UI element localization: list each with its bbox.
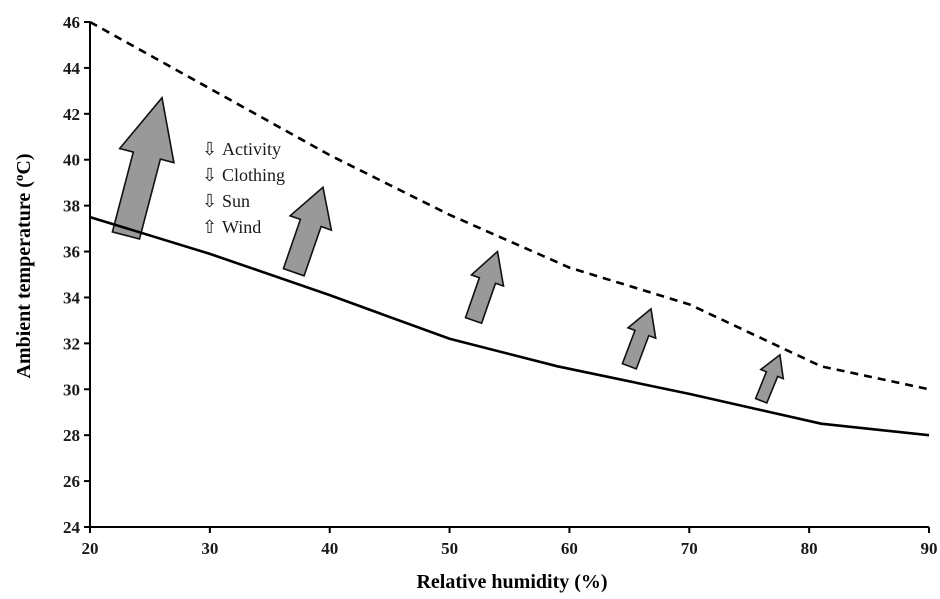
ticks: 20 30 40 50 60 70 80 90 24 26 28 30 32 34 36 38 40 42 44 46: [63, 13, 938, 558]
y-axis-title: Ambient temperature (oC): [11, 154, 35, 379]
solid-lower-line: [89, 215, 930, 437]
up-arrow-2: [282, 185, 333, 277]
x-tick-label: 20: [82, 539, 99, 558]
x-tick-label: 40: [321, 539, 338, 558]
y-axis-title-main: Ambient temperature (: [13, 181, 35, 379]
x-tick-label: 60: [561, 539, 578, 558]
y-tick-label: 44: [63, 59, 81, 78]
annotation-label: Wind: [222, 217, 261, 237]
dashed-upper-line: [89, 20, 930, 391]
y-tick-label: 46: [63, 13, 80, 32]
annotation-label: Sun: [222, 191, 250, 211]
arrows-layer: [111, 95, 785, 405]
x-tick-label: 80: [801, 539, 818, 558]
x-axis-title: Relative humidity (%): [416, 571, 607, 593]
y-tick-label: 42: [63, 105, 80, 124]
y-tick-label: 40: [63, 151, 80, 170]
annotation-label: Activity: [222, 139, 281, 159]
up-arrow-5: [754, 353, 785, 405]
y-tick-label: 36: [63, 243, 80, 262]
annotation-arrow-icon: ⇩: [202, 165, 217, 185]
lines-layer: [89, 20, 930, 437]
y-axis-title-end: C): [13, 154, 35, 175]
annotation-arrow-icon: ⇧: [202, 217, 217, 237]
y-tick-label: 26: [63, 472, 80, 491]
x-tick-label: 70: [681, 539, 698, 558]
axes: [89, 22, 929, 528]
annotation-arrow-icon: ⇩: [202, 191, 217, 211]
x-tick-label: 90: [921, 539, 938, 558]
y-axis-title-sup: o: [11, 175, 26, 182]
y-tick-label: 38: [63, 197, 80, 216]
y-tick-label: 24: [63, 518, 81, 537]
up-arrow-3: [464, 249, 505, 325]
y-tick-label: 28: [63, 426, 80, 445]
annotation-arrow-icon: ⇩: [202, 139, 217, 159]
y-tick-label: 34: [63, 288, 81, 307]
x-tick-label: 30: [201, 539, 218, 558]
up-arrow-1: [111, 95, 175, 240]
y-tick-label: 32: [63, 334, 80, 353]
annotation-label: Clothing: [222, 165, 285, 185]
annotation-block: ⇩ Activity⇩ Clothing⇩ Sun⇧ Wind: [202, 139, 285, 237]
x-tick-label: 50: [441, 539, 458, 558]
up-arrow-4: [621, 307, 657, 370]
y-tick-label: 30: [63, 380, 80, 399]
